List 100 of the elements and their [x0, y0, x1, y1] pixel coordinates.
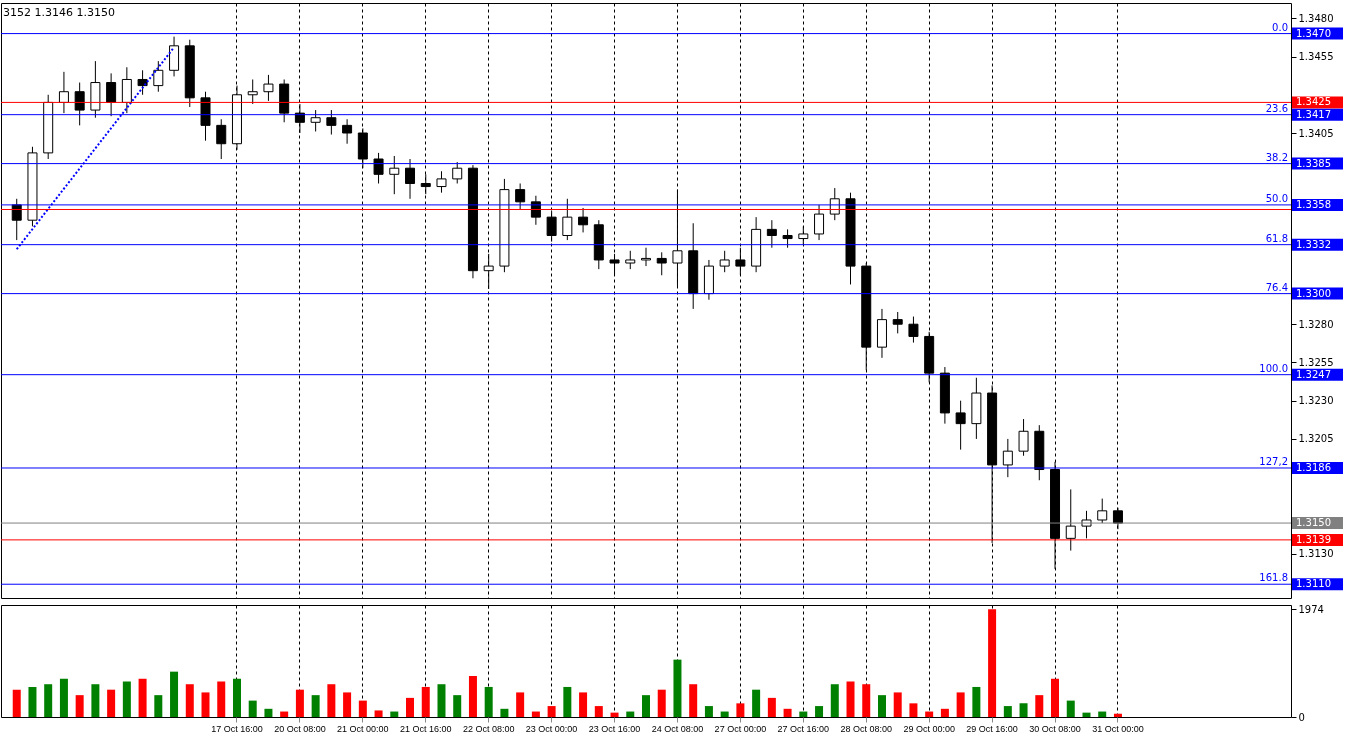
candlestick — [436, 170, 447, 194]
bar — [720, 711, 729, 717]
bar — [925, 711, 934, 717]
candlestick — [389, 155, 400, 195]
annotation: 38.2 — [1265, 151, 1288, 163]
bar — [642, 695, 650, 717]
candlestick — [892, 311, 903, 334]
candlestick — [310, 109, 321, 132]
bar — [673, 659, 682, 717]
annotation: 161.8 — [1259, 572, 1288, 584]
bar — [327, 684, 336, 717]
bar — [846, 681, 855, 717]
bar — [170, 671, 179, 717]
x-tick-label: 29 Oct 16:00 — [966, 723, 1018, 734]
candlestick — [1097, 498, 1108, 524]
bar — [91, 684, 100, 717]
x-tick-label: 17 Oct 16:00 — [211, 723, 263, 734]
bar — [563, 686, 572, 717]
bar — [799, 711, 808, 717]
bar — [343, 692, 352, 717]
candlestick — [562, 198, 573, 241]
bar — [12, 689, 21, 717]
candlestick — [515, 182, 526, 210]
candlestick — [766, 219, 777, 249]
x-tick-label: 21 Oct 00:00 — [337, 723, 389, 734]
bar — [1035, 695, 1044, 717]
y-tick-label: 1.3280 — [1298, 318, 1334, 330]
bar — [217, 681, 226, 717]
x-tick-label: 27 Oct 16:00 — [777, 723, 830, 734]
bar — [154, 695, 163, 717]
candlestick — [216, 118, 227, 160]
ref-line-label: 1.3417 — [1296, 108, 1331, 120]
ref-line-label: 1.3385 — [1296, 157, 1331, 169]
bar — [390, 711, 399, 717]
bar — [1019, 703, 1028, 717]
bar — [374, 710, 383, 717]
candlestick — [106, 72, 117, 117]
bar — [185, 684, 194, 717]
bar — [1066, 700, 1075, 717]
x-tick-label: 21 Oct 16:00 — [399, 723, 452, 734]
bar — [453, 695, 462, 717]
bar — [201, 692, 210, 717]
bar — [1051, 678, 1060, 717]
ref-line-label: 1.3150 — [1296, 517, 1331, 529]
candlestick — [294, 103, 305, 134]
annotation: 61.8 — [1265, 232, 1288, 244]
x-tick-label: 22 Oct 08:00 — [462, 723, 515, 734]
bar — [138, 678, 147, 717]
bar — [437, 684, 446, 717]
candlestick — [719, 250, 730, 273]
candlestick — [908, 316, 919, 344]
bar — [468, 676, 477, 717]
candlestick — [814, 204, 825, 241]
bar — [767, 697, 776, 717]
bar — [484, 686, 493, 717]
ref-line-label: 1.3300 — [1296, 287, 1331, 299]
bar — [610, 712, 619, 717]
bar — [956, 692, 965, 717]
bar — [358, 700, 367, 717]
x-tick-label: 30 Oct 08:00 — [1029, 723, 1081, 734]
ref-line-label: 1.3332 — [1296, 238, 1331, 250]
candlestick — [955, 400, 966, 451]
x-tick-label: 23 Oct 00:00 — [525, 723, 578, 734]
x-tick-label: 20 Oct 08:00 — [274, 723, 326, 734]
ref-line-label: 1.3470 — [1296, 27, 1331, 39]
bar — [406, 697, 415, 717]
bar — [594, 706, 603, 717]
candlestick — [578, 207, 589, 233]
ref-line-label: 1.3139 — [1296, 533, 1331, 545]
bar — [815, 706, 824, 717]
x-tick-label: 27 Oct 00:00 — [714, 723, 767, 734]
annotation: 0.0 — [1272, 21, 1288, 33]
y-tick-label: 1.3405 — [1298, 127, 1334, 139]
ref-line-label: 1.3358 — [1296, 198, 1331, 210]
bar — [862, 684, 871, 717]
candlestick — [405, 158, 416, 200]
candlestick — [153, 60, 164, 93]
bar — [295, 689, 304, 717]
y-tick-label: 0 — [1298, 711, 1305, 723]
bar — [736, 703, 745, 717]
bar — [44, 684, 53, 717]
y-tick-label: 1974 — [1298, 603, 1324, 615]
bar — [1113, 713, 1122, 717]
x-tick-label: 29 Oct 00:00 — [903, 723, 955, 734]
bar — [893, 692, 902, 717]
y-tick-label: 1.3255 — [1298, 356, 1334, 368]
annotation: 23.6 — [1265, 102, 1288, 114]
ref-line-label: 1.3247 — [1296, 368, 1331, 380]
y-tick-label: 1.3130 — [1298, 548, 1334, 560]
annotation: 100.0 — [1259, 362, 1288, 374]
ref-line-label: 1.3110 — [1296, 578, 1331, 590]
candlestick — [782, 228, 793, 249]
bar — [264, 708, 273, 717]
bar — [830, 684, 839, 717]
bar — [28, 686, 37, 717]
bar — [704, 706, 713, 717]
bar — [689, 684, 698, 717]
bar — [421, 686, 430, 717]
annotation: 50.0 — [1265, 192, 1288, 204]
bar — [280, 711, 289, 717]
